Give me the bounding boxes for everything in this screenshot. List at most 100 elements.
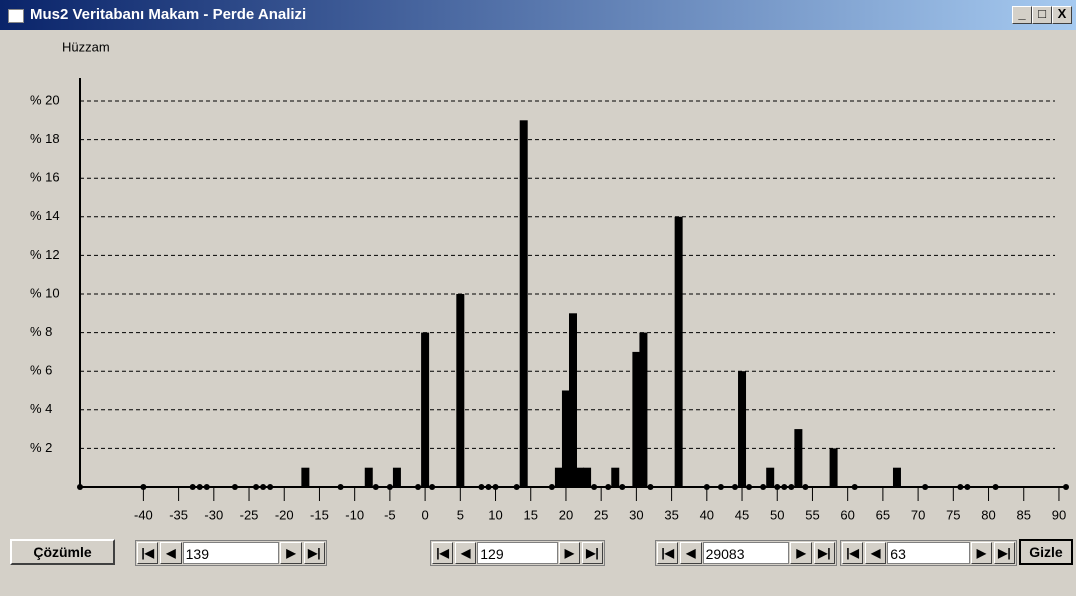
bar-dot (372, 484, 379, 490)
bar-dot (992, 484, 999, 490)
bar-dot (189, 484, 196, 490)
bar-dot (196, 484, 203, 490)
title-bar: Mus2 Veritabanı Makam - Perde Analizi _ … (0, 0, 1076, 30)
x-tick-label: -15 (310, 507, 329, 522)
record-box[interactable]: 29083 (702, 542, 790, 564)
x-tick-label: 50 (770, 507, 784, 522)
bar-dot (415, 484, 422, 490)
bar-dot (478, 484, 485, 490)
x-tick-label: -10 (345, 507, 364, 522)
bar-dot (260, 484, 267, 490)
y-tick-label: % 8 (30, 324, 52, 339)
prev-button[interactable]: ◀ (865, 542, 887, 564)
bar (519, 120, 528, 488)
last-button[interactable]: ▶| (581, 542, 603, 564)
y-tick-label: % 4 (30, 401, 52, 416)
x-tick-label: 70 (911, 507, 925, 522)
bar-dot (140, 484, 147, 490)
close-button[interactable]: X (1052, 6, 1072, 24)
bar-dot (703, 484, 710, 490)
last-button[interactable]: ▶| (813, 542, 836, 564)
chart: Hüzzam % 2 % 4 % 6 % 8 % 10 % 12 % 14 % 16 % 18%… (30, 39, 1069, 522)
prev-button[interactable]: ◀ (455, 542, 477, 564)
x-tick-label: -35 (169, 507, 188, 522)
bar (892, 467, 901, 487)
x-tick-label: 85 (1017, 507, 1031, 522)
y-tick-label: % 2 (30, 440, 52, 455)
bar-dot (647, 484, 654, 490)
bar-dot (802, 484, 809, 490)
bar (554, 467, 563, 487)
x-tick-label: 35 (664, 507, 678, 522)
minimize-button[interactable]: _ (1012, 6, 1032, 24)
bar-dot (717, 484, 724, 490)
prev-button[interactable]: ◀ (680, 542, 702, 564)
bar-dot (851, 484, 858, 490)
bar-dot (77, 484, 83, 490)
bar (576, 467, 585, 487)
x-tick-label: 10 (488, 507, 502, 522)
bar (392, 467, 401, 487)
x-tick-label: 30 (629, 507, 643, 522)
next-button[interactable]: ▶ (280, 542, 302, 564)
y-tick-label: % 20 (30, 92, 60, 107)
bar-dot (922, 484, 929, 490)
bar (364, 467, 373, 487)
bar-dot (774, 484, 781, 490)
first-button[interactable]: |◀ (657, 542, 679, 564)
record-box[interactable]: 139 (182, 542, 280, 564)
bar (766, 467, 775, 487)
bar-dot (548, 484, 555, 490)
x-tick-label: 25 (594, 507, 608, 522)
bar-dot (429, 484, 436, 490)
first-button[interactable]: |◀ (432, 542, 454, 564)
navigator: |◀ ◀ 29083 ▶ ▶| (655, 540, 837, 566)
x-tick-label: 40 (700, 507, 714, 522)
bar-dot (492, 484, 499, 490)
x-tick-label: 60 (840, 507, 854, 522)
bar (561, 390, 570, 487)
first-button[interactable]: |◀ (842, 542, 864, 564)
bar (569, 313, 577, 487)
navigator: |◀ ◀ 129 ▶ ▶| (430, 540, 605, 566)
hide-button[interactable]: Gizle (1019, 539, 1073, 565)
bar (794, 429, 803, 487)
app-icon (8, 9, 24, 23)
x-tick-label: 65 (876, 507, 890, 522)
maximize-button[interactable]: □ (1032, 6, 1052, 24)
next-button[interactable]: ▶ (558, 542, 580, 564)
x-tick-label: -20 (275, 507, 294, 522)
bar (632, 351, 641, 487)
bar-dot (781, 484, 788, 490)
x-tick-label: -40 (134, 507, 153, 522)
prev-button[interactable]: ◀ (160, 542, 182, 564)
bar-dot (231, 484, 238, 490)
x-tick-label: -25 (240, 507, 259, 522)
record-box[interactable]: 63 (887, 542, 970, 564)
x-tick-label: 90 (1052, 507, 1066, 522)
navigator: |◀ ◀ 63 ▶ ▶| (840, 540, 1017, 566)
y-tick-label: % 12 (30, 247, 60, 262)
y-tick-label: % 18 (30, 131, 60, 146)
x-tick-label: 55 (805, 507, 819, 522)
x-tick-label: 15 (524, 507, 538, 522)
bar-dot (1063, 484, 1069, 490)
solve-button[interactable]: Çözümle (10, 539, 115, 565)
next-button[interactable]: ▶ (970, 542, 992, 564)
bar (829, 448, 838, 487)
window-title: Mus2 Veritabanı Makam - Perde Analizi (30, 6, 307, 23)
y-tick-label: % 16 (30, 170, 60, 185)
first-button[interactable]: |◀ (137, 542, 159, 564)
bar-dot (253, 484, 260, 490)
bar-dot (788, 484, 795, 490)
bar-dot (605, 484, 612, 490)
record-box[interactable]: 129 (477, 542, 558, 564)
y-tick-label: % 14 (30, 208, 60, 223)
bar-dot (964, 484, 971, 490)
bar-dot (760, 484, 767, 490)
last-button[interactable]: ▶| (303, 542, 325, 564)
bar (639, 332, 648, 487)
last-button[interactable]: ▶| (993, 542, 1016, 564)
x-tick-label: 5 (457, 507, 464, 522)
next-button[interactable]: ▶ (790, 542, 812, 564)
